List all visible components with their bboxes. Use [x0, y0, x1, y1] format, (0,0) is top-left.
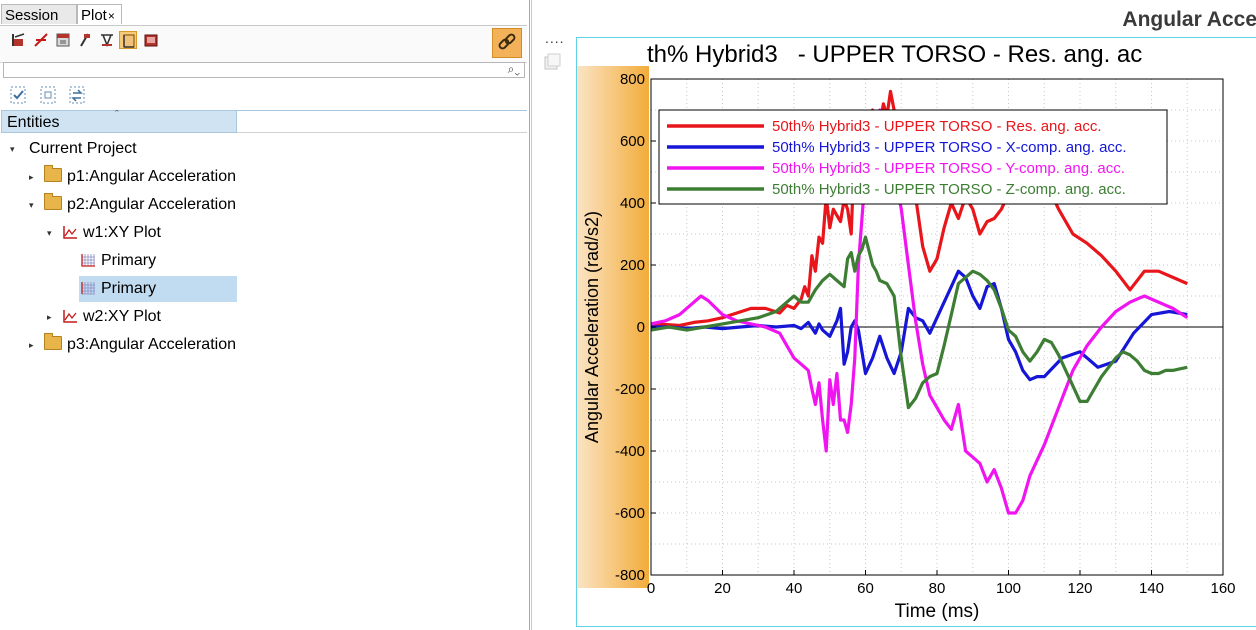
note-icon[interactable] — [142, 31, 160, 49]
tree-item-label: Primary — [101, 252, 157, 269]
expand-icon[interactable]: ▸ — [29, 172, 34, 182]
xy-plot-icon — [62, 224, 79, 240]
x-tick-label: 140 — [1139, 580, 1164, 597]
x-tick-label: 0 — [647, 580, 655, 597]
x-axis-label: Time (ms) — [895, 601, 980, 622]
search-input[interactable]: ⌕⌄ — [3, 62, 525, 78]
legend-entry: 50th% Hybrid3 - UPPER TORSO - Z-comp. an… — [772, 181, 1126, 198]
tree-item-label: p1:Angular Acceleration — [67, 168, 236, 185]
folder-icon — [44, 333, 62, 350]
collapse-icon[interactable]: ▾ — [47, 228, 52, 238]
tree-item-label: p3:Angular Acceleration — [67, 336, 236, 353]
header-filler — [237, 110, 527, 133]
header-icon[interactable] — [54, 31, 72, 49]
tree-item-label: p2:Angular Acceleration — [67, 196, 236, 213]
folder-icon — [44, 165, 62, 182]
x-tick-label: 60 — [857, 580, 874, 597]
tab-plot-label: Plot — [81, 7, 107, 24]
expand-icon[interactable]: ▸ — [29, 340, 34, 350]
tab-session[interactable]: Session — [1, 4, 77, 24]
select-none-icon[interactable] — [38, 84, 58, 106]
page-title: Angular Acce — [1122, 8, 1256, 31]
plot-browser-toolbar — [0, 25, 527, 63]
legend-entry: 50th% Hybrid3 - UPPER TORSO - Res. ang. … — [772, 118, 1102, 135]
reverse-selection-icon[interactable] — [67, 84, 87, 106]
window-menu-dots[interactable]: .... — [545, 30, 565, 46]
tree-item-label: w2:XY Plot — [83, 308, 161, 325]
entity-browser-panel: Session Plot× ⌕⌄ — [0, 0, 530, 630]
series-line-4[interactable] — [651, 235, 1188, 410]
expand-icon[interactable]: ▸ — [47, 312, 52, 322]
plot-frame-icon[interactable] — [119, 31, 137, 49]
y-tick-label: 600 — [620, 133, 645, 150]
tree-item-primary-1[interactable]: Primary — [79, 248, 237, 274]
entities-header-label: Entities — [7, 114, 60, 131]
y-tick-label: -800 — [615, 567, 645, 584]
window-icon[interactable] — [542, 52, 562, 72]
tree-item-label: w1:XY Plot — [83, 224, 161, 241]
selection-toolbar — [0, 80, 527, 110]
select-all-icon[interactable] — [8, 84, 28, 106]
legend-icon[interactable] — [98, 31, 116, 49]
legend-entry: 50th% Hybrid3 - UPPER TORSO - X-comp. an… — [772, 139, 1127, 156]
x-tick-label: 40 — [786, 580, 803, 597]
axis-grid-icon — [80, 280, 97, 296]
link-icon[interactable] — [492, 28, 522, 58]
x-tick-label: 160 — [1210, 580, 1235, 597]
y-tick-label: 200 — [620, 257, 645, 274]
x-tick-label: 100 — [996, 580, 1021, 597]
close-tab-icon[interactable]: × — [107, 9, 115, 23]
collapse-icon[interactable]: ▾ — [29, 200, 34, 210]
x-tick-label: 120 — [1067, 580, 1092, 597]
y-tick-label: 400 — [620, 195, 645, 212]
panel-tabs: Session Plot× — [0, 4, 529, 25]
y-axis-label: Angular Acceleration (rad/s2) — [582, 211, 602, 443]
y-tick-label: -400 — [615, 443, 645, 460]
collapse-icon[interactable]: ▾ — [10, 144, 15, 154]
y-tick-label: -200 — [615, 381, 645, 398]
y-tick-label: 0 — [637, 319, 645, 336]
y-axis-highlight[interactable] — [577, 66, 649, 588]
series-line-2[interactable] — [651, 269, 1188, 382]
tree-item-primary-2[interactable]: Primary — [79, 276, 237, 302]
axis-icon[interactable] — [32, 31, 50, 49]
plot-window[interactable]: 0 20 40 60 80 100 120 140 160 -800 -600 -400 -200 0 20… — [576, 37, 1256, 627]
tab-plot[interactable]: Plot× — [77, 4, 122, 24]
axis-grid-icon — [80, 252, 97, 268]
search-icon[interactable]: ⌕⌄ — [507, 62, 520, 76]
y-tick-label: 800 — [620, 71, 645, 88]
xy-plot-icon — [62, 308, 79, 324]
sort-ascending-icon: ˆ — [115, 109, 119, 121]
tree-item-label: Current Project — [29, 140, 137, 157]
xy-plot[interactable]: 0 20 40 60 80 100 120 140 160 -800 -600 -400 -200 0 20… — [577, 38, 1256, 627]
entities-column-header[interactable]: Entities ˆ — [1, 109, 237, 133]
chart-title: th% Hybrid3 - UPPER TORSO - Res. ang. ac — [647, 41, 1142, 68]
tree-item-label: Primary — [101, 280, 157, 297]
y-tick-label: -600 — [615, 505, 645, 522]
x-tick-label: 20 — [714, 580, 731, 597]
folder-icon — [44, 193, 62, 210]
legend-entry: 50th% Hybrid3 - UPPER TORSO - Y-comp. an… — [772, 160, 1125, 177]
tab-session-label: Session — [5, 7, 59, 24]
footer-icon[interactable] — [76, 31, 94, 49]
x-tick-label: 80 — [929, 580, 946, 597]
plot-window-area: Angular Acce .... 0 20 40 60 80 100 120 140 160 -… — [531, 0, 1256, 630]
curve-attributes-icon[interactable] — [10, 31, 28, 49]
